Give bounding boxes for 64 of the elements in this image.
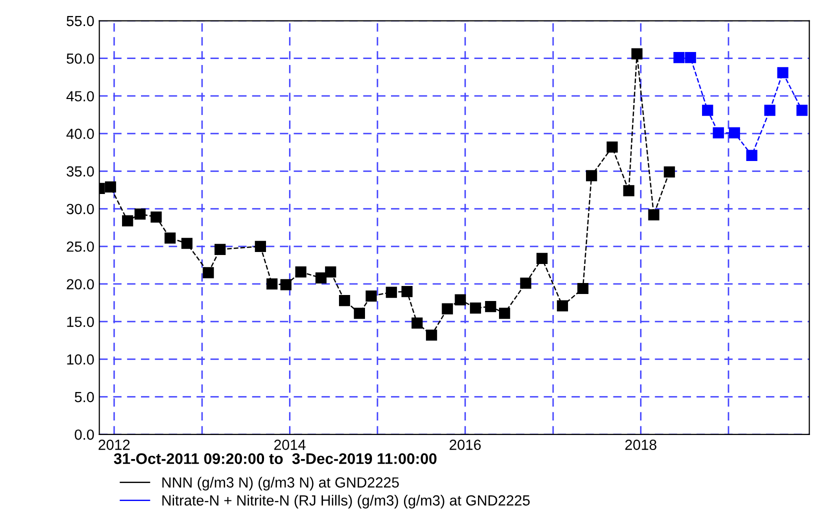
point — [728, 127, 740, 138]
point — [586, 170, 598, 182]
point — [104, 181, 116, 193]
x-tick-label: 2018 — [625, 440, 656, 450]
y-tick-label: 20.0 — [66, 279, 94, 290]
point — [702, 104, 714, 116]
y-tick-label: 40.0 — [66, 128, 94, 139]
point — [796, 104, 808, 116]
y-tick-label: 30.0 — [66, 204, 94, 214]
legend-label: Nitrate-N + Nitrite-N (RJ Hills) (g/m3) (g/m3) at GND2225 — [162, 494, 530, 508]
x-tick-label: 2016 — [450, 440, 481, 450]
y-tick-label: 0.0 — [74, 430, 94, 440]
point — [426, 330, 438, 341]
legend-label: NNN (g/m3 N) (g/m3 N) at GND2225 — [162, 476, 399, 490]
point — [366, 290, 377, 302]
point — [631, 48, 642, 60]
point — [664, 166, 675, 178]
y-tick-label: 25.0 — [66, 241, 94, 252]
y-tick-label: 50.0 — [66, 53, 94, 64]
point — [777, 67, 788, 78]
y-tick-label: 10.0 — [67, 354, 94, 365]
point — [454, 294, 466, 306]
point — [485, 300, 496, 312]
x-axis-title: 31-Oct-2011 09:20:00 to 3-Dec-2019 11:00:00 — [114, 453, 436, 464]
y-tick-label: 15.0 — [67, 316, 94, 328]
point — [181, 238, 192, 249]
point — [442, 303, 453, 314]
point — [122, 215, 134, 226]
y-tick-label: 55.0 — [66, 16, 94, 26]
y-tick-label: 5.0 — [74, 392, 94, 402]
point — [354, 308, 365, 319]
point — [150, 211, 162, 223]
point — [520, 278, 532, 289]
point — [764, 104, 776, 116]
y-tick-label: 45.0 — [66, 91, 94, 102]
point — [134, 208, 146, 220]
point — [577, 282, 588, 294]
point — [470, 302, 482, 314]
x-tick-label: 2014 — [274, 440, 306, 450]
point — [386, 286, 397, 298]
point — [536, 252, 548, 264]
point — [164, 232, 176, 244]
point — [214, 244, 226, 255]
point — [648, 209, 660, 220]
point — [280, 279, 292, 290]
point — [712, 127, 724, 138]
point — [746, 150, 758, 161]
point — [499, 308, 510, 319]
point — [254, 240, 266, 252]
point — [325, 266, 336, 278]
point — [202, 267, 214, 278]
point — [401, 286, 413, 298]
point — [266, 278, 278, 290]
x-tick-label: 2012 — [98, 440, 130, 450]
point — [295, 266, 306, 278]
point — [315, 272, 327, 284]
point — [673, 52, 685, 64]
point — [338, 294, 350, 306]
point — [606, 142, 618, 153]
point — [556, 300, 568, 312]
point — [412, 318, 423, 329]
point — [684, 52, 696, 64]
point — [623, 185, 634, 196]
y-tick-label: 35.0 — [66, 166, 94, 177]
